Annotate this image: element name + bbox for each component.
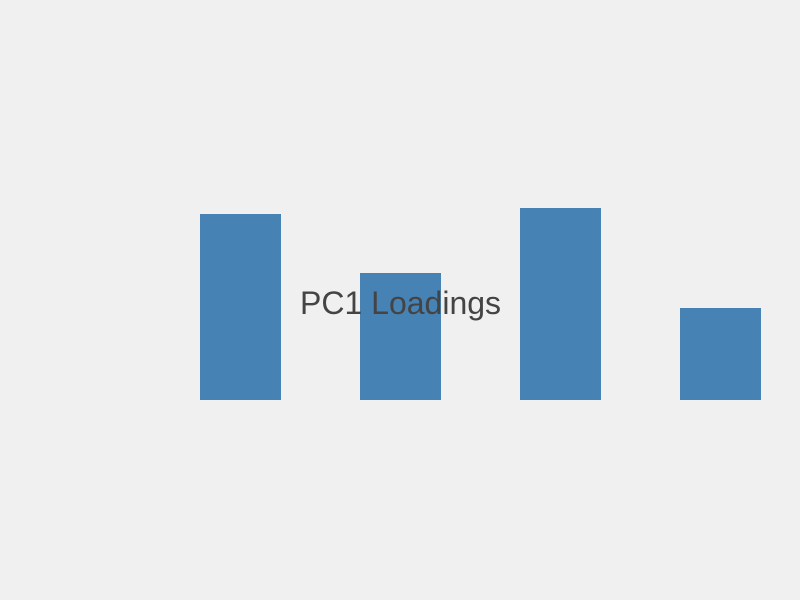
bar-2 [360,273,441,400]
bar-1 [200,214,281,400]
bar-3 [520,208,601,400]
bars-layer [200,208,761,400]
bar-4 [680,308,761,400]
chart-title: PC1 Loadings [300,285,501,321]
